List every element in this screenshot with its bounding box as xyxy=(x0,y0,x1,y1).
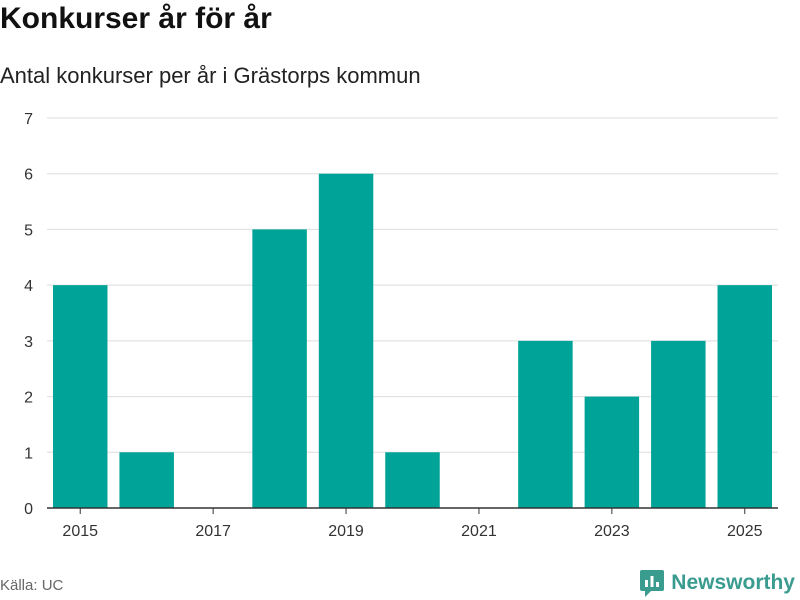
bar xyxy=(119,452,174,508)
x-tick-label: 2023 xyxy=(594,523,630,540)
chart-title: Konkurser år för år xyxy=(0,2,272,35)
newsworthy-logo-icon xyxy=(640,570,665,597)
bars xyxy=(52,173,773,508)
chart-subtitle: Antal konkurser per år i Grästorps kommu… xyxy=(0,63,421,88)
y-tick-label: 2 xyxy=(24,390,33,407)
x-tick-label: 2019 xyxy=(328,523,364,540)
y-tick-label: 0 xyxy=(24,501,33,518)
bar xyxy=(318,173,374,508)
y-tick-label: 5 xyxy=(24,222,33,239)
brand-logo: Newsworthy xyxy=(639,568,795,598)
x-tick-label: 2015 xyxy=(62,523,98,540)
y-tick-label: 1 xyxy=(24,445,33,462)
bar xyxy=(717,285,773,508)
brand-name: Newsworthy xyxy=(671,571,795,594)
bar xyxy=(385,452,440,508)
bar xyxy=(584,396,640,508)
y-tick-label: 3 xyxy=(24,334,33,351)
axes: 0 1 2 3 4 5 6 7 2015 2017 2019 2021 2023 2025 xyxy=(24,111,778,540)
x-tick-label: 2025 xyxy=(727,523,763,540)
y-tick-label: 6 xyxy=(24,167,33,184)
y-tick-label: 4 xyxy=(24,278,33,295)
bar-chart: 0 1 2 3 4 5 6 7 2015 2017 2019 2021 2023 2025 xyxy=(24,111,778,540)
bar xyxy=(651,340,706,508)
y-tick-label: 7 xyxy=(24,111,33,128)
x-tick-label: 2021 xyxy=(461,523,497,540)
x-tick-label: 2017 xyxy=(195,523,231,540)
bar xyxy=(252,229,307,508)
bar xyxy=(52,285,108,508)
bar xyxy=(518,340,573,508)
source-note: Källa: UC xyxy=(0,577,64,594)
